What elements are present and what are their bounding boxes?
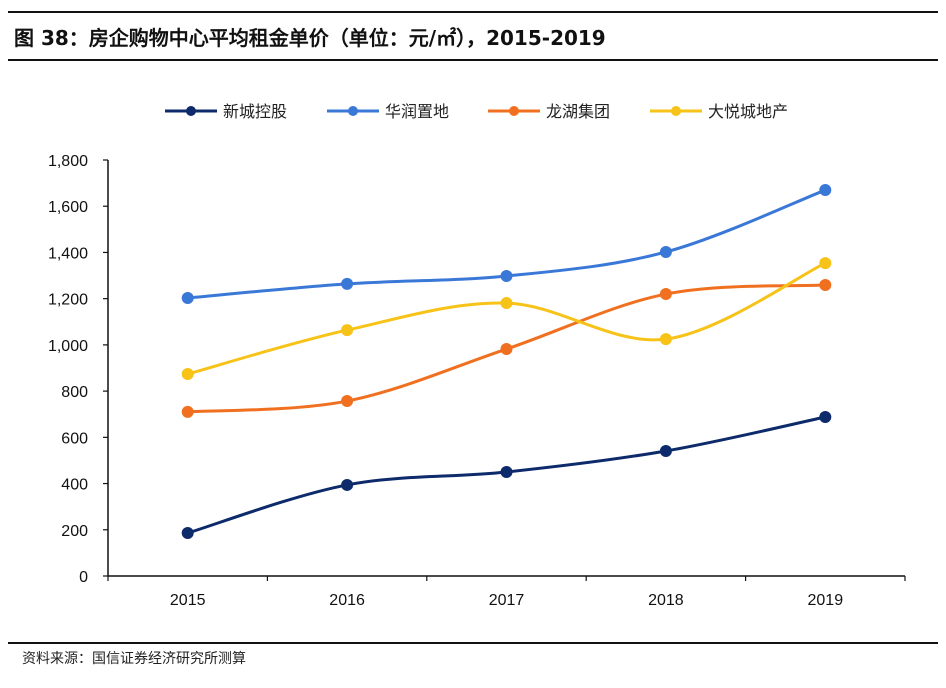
data-point: [659, 245, 672, 258]
data-point: [341, 478, 354, 491]
data-point: [181, 368, 194, 381]
data-point: [341, 277, 354, 290]
y-tick-label: 600: [61, 430, 88, 447]
legend-marker: [509, 106, 519, 116]
legend-marker: [186, 106, 196, 116]
legend-item: 华润置地: [327, 103, 449, 121]
line-chart: 0 200 400 600 800 1,000 1,200 1,400 1,600 1,800 20…: [48, 103, 906, 609]
legend-item: 龙湖集团: [488, 103, 610, 121]
data-point: [659, 288, 672, 301]
x-tick-label: 2017: [489, 592, 525, 609]
legend-label: 大悦城地产: [708, 103, 788, 121]
data-point: [819, 279, 832, 292]
title-top-rule: [8, 11, 938, 13]
data-point: [819, 410, 832, 423]
x-tick-label: 2018: [648, 592, 684, 609]
y-tick-label: 1,600: [48, 199, 88, 216]
legend-marker: [348, 106, 358, 116]
legend-label: 华润置地: [385, 103, 449, 121]
data-point: [181, 291, 194, 304]
title-bottom-rule: [8, 59, 938, 61]
data-point: [181, 527, 194, 540]
legend-marker: [671, 106, 681, 116]
y-tick-label: 200: [61, 523, 88, 540]
chart-title: 图 38：房企购物中心平均租金单价（单位：元/㎡），2015-2019: [14, 26, 606, 50]
data-point: [181, 405, 194, 418]
data-point: [500, 297, 513, 310]
y-tick-label: 1,000: [48, 338, 88, 355]
legend-item: 新城控股: [165, 103, 287, 121]
x-tick-label: 2016: [329, 592, 365, 609]
data-point: [659, 333, 672, 346]
data-point: [341, 324, 354, 337]
data-point: [659, 444, 672, 457]
data-point: [819, 257, 832, 270]
y-tick-label: 1,200: [48, 292, 88, 309]
legend-label: 龙湖集团: [546, 103, 610, 121]
source-rule: [8, 642, 938, 644]
y-tick-label: 400: [61, 477, 88, 494]
y-tick-label: 0: [79, 569, 88, 586]
data-point: [500, 466, 513, 478]
x-tick-label: 2015: [170, 592, 206, 609]
y-tick-label: 800: [61, 384, 88, 401]
source-note: 资料来源：国信证券经济研究所测算: [22, 651, 246, 667]
legend-item: 大悦城地产: [650, 103, 788, 121]
data-point: [819, 184, 832, 197]
legend-label: 新城控股: [223, 103, 287, 121]
data-point: [500, 343, 513, 356]
data-point: [500, 270, 513, 283]
y-tick-label: 1,800: [48, 153, 88, 170]
data-point: [341, 395, 354, 408]
x-tick-label: 2019: [808, 592, 844, 609]
y-tick-label: 1,400: [48, 245, 88, 262]
